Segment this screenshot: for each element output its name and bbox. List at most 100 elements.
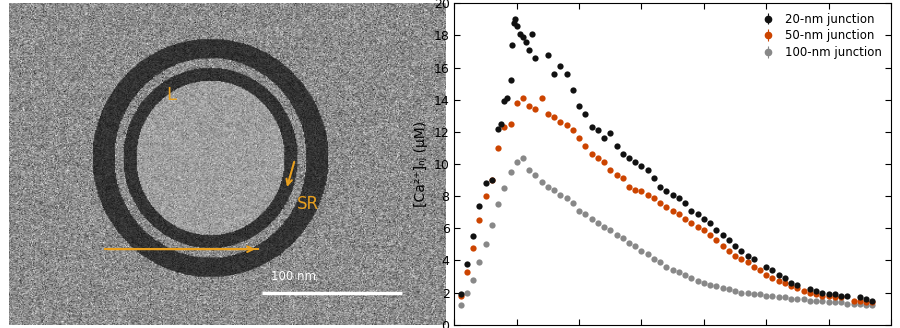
Point bbox=[603, 131, 617, 136]
Point bbox=[771, 272, 786, 277]
Point bbox=[584, 152, 598, 157]
Point bbox=[859, 303, 873, 308]
Point bbox=[460, 261, 474, 266]
Point bbox=[603, 168, 617, 173]
Point bbox=[728, 288, 742, 294]
Point bbox=[560, 72, 574, 77]
Y-axis label: [Ca²⁺]ₙⱼ (μM): [Ca²⁺]ₙⱼ (μM) bbox=[414, 121, 428, 207]
Point bbox=[560, 123, 574, 128]
Point bbox=[759, 264, 773, 270]
Point bbox=[516, 95, 530, 101]
Point bbox=[466, 234, 481, 239]
Point bbox=[709, 237, 724, 242]
Point bbox=[690, 279, 705, 284]
Point bbox=[528, 173, 543, 178]
Point bbox=[703, 221, 717, 226]
Point bbox=[771, 279, 786, 284]
Point bbox=[822, 292, 836, 297]
Point bbox=[734, 256, 749, 261]
Point bbox=[665, 192, 680, 197]
Point bbox=[525, 31, 539, 36]
Point bbox=[572, 136, 586, 141]
Point bbox=[554, 120, 568, 125]
Point bbox=[578, 112, 592, 117]
Point bbox=[678, 216, 692, 221]
Point bbox=[484, 177, 499, 183]
Point bbox=[628, 243, 643, 249]
Point bbox=[834, 299, 849, 305]
Point bbox=[641, 251, 655, 256]
Point bbox=[747, 256, 761, 261]
Point bbox=[647, 176, 662, 181]
Point bbox=[728, 243, 742, 249]
Point bbox=[609, 173, 624, 178]
Point bbox=[647, 195, 662, 200]
Point bbox=[803, 290, 817, 295]
Point bbox=[578, 211, 592, 216]
Point bbox=[491, 145, 505, 151]
Point bbox=[790, 282, 805, 287]
Point bbox=[803, 287, 817, 292]
Point bbox=[460, 290, 474, 295]
Point bbox=[690, 211, 705, 216]
Point bbox=[809, 298, 824, 303]
Point bbox=[509, 23, 524, 29]
Point bbox=[597, 160, 611, 165]
Point bbox=[828, 295, 842, 300]
Point bbox=[628, 187, 643, 192]
Point bbox=[809, 292, 824, 297]
Point bbox=[678, 200, 692, 205]
Point bbox=[765, 267, 779, 273]
Point bbox=[460, 269, 474, 274]
Point bbox=[566, 200, 580, 205]
Point bbox=[535, 95, 549, 101]
Point bbox=[852, 295, 867, 300]
Point bbox=[535, 179, 549, 184]
Point bbox=[703, 232, 717, 237]
Point bbox=[634, 189, 649, 194]
Point bbox=[634, 163, 649, 168]
Point bbox=[472, 259, 487, 265]
Point bbox=[641, 192, 655, 197]
Point bbox=[547, 72, 562, 77]
Point bbox=[809, 288, 824, 294]
Point bbox=[822, 293, 836, 298]
Point bbox=[491, 126, 505, 131]
Point bbox=[497, 124, 511, 130]
Point bbox=[500, 95, 515, 101]
Point bbox=[659, 264, 673, 270]
Point bbox=[603, 227, 617, 233]
Point bbox=[522, 47, 536, 52]
Point bbox=[634, 248, 649, 254]
Point bbox=[796, 288, 811, 294]
Point bbox=[741, 253, 755, 258]
Point bbox=[759, 272, 773, 277]
Point bbox=[503, 121, 517, 127]
Point bbox=[684, 276, 698, 281]
Point bbox=[690, 224, 705, 229]
Point bbox=[828, 299, 842, 305]
Point bbox=[622, 240, 636, 245]
Point bbox=[722, 287, 736, 292]
Point bbox=[709, 227, 724, 233]
Point bbox=[454, 303, 468, 308]
Point bbox=[454, 292, 468, 297]
Point bbox=[541, 112, 555, 117]
Point bbox=[609, 144, 624, 149]
Point bbox=[678, 272, 692, 277]
Text: L: L bbox=[166, 86, 176, 104]
Point bbox=[484, 177, 499, 183]
Point bbox=[590, 221, 605, 226]
Point bbox=[697, 280, 711, 286]
Point bbox=[522, 104, 536, 109]
Point bbox=[560, 195, 574, 200]
Point bbox=[508, 17, 523, 22]
Point bbox=[834, 295, 849, 300]
Text: SR: SR bbox=[297, 195, 320, 213]
Point bbox=[671, 211, 686, 216]
Point bbox=[472, 203, 487, 208]
Point bbox=[507, 20, 521, 25]
Point bbox=[497, 99, 511, 104]
Point bbox=[716, 243, 730, 249]
Point bbox=[778, 295, 792, 300]
